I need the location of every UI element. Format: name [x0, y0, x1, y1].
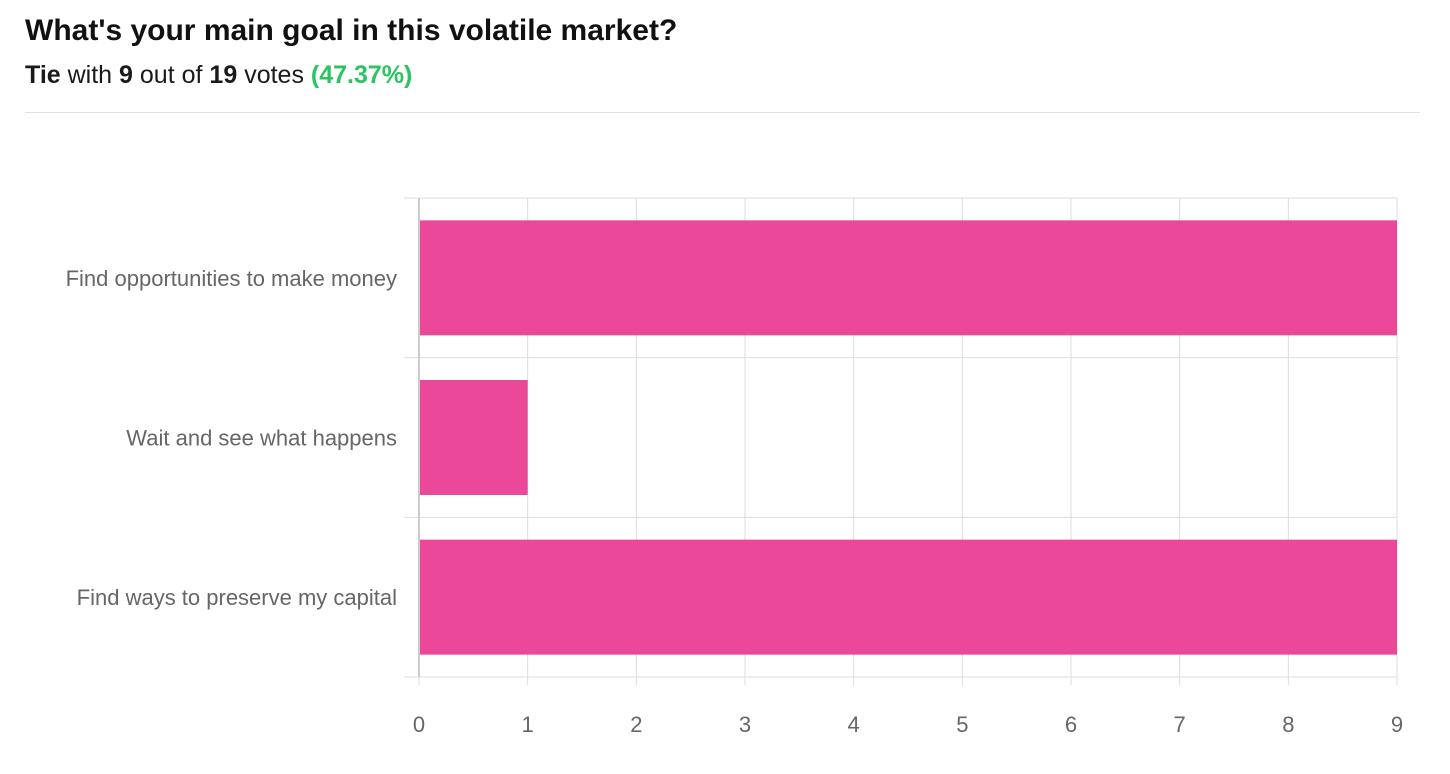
tick-label-0: 0: [413, 712, 425, 737]
tick-label-1: 1: [522, 712, 534, 737]
category-label-1: Find opportunities to make money: [66, 266, 397, 291]
with-word: with: [67, 61, 113, 89]
result-word: Tie: [25, 61, 61, 89]
winning-votes: 9: [119, 61, 133, 89]
tick-label-2: 2: [630, 712, 642, 737]
poll-title: What's your main goal in this volatile m…: [25, 14, 678, 47]
category-label-3: Find ways to preserve my capital: [77, 585, 397, 610]
winning-percent: (47.37%): [310, 61, 413, 89]
bar-3[interactable]: [419, 539, 1397, 655]
poll-result-summary: Tie with 9 out of 19 votes (47.37%): [25, 61, 412, 90]
header-divider: [25, 112, 1420, 113]
bar-2[interactable]: [419, 380, 528, 495]
tick-label-3: 3: [739, 712, 751, 737]
votes-word: votes: [244, 61, 304, 89]
tick-label-4: 4: [848, 712, 860, 737]
category-label-2: Wait and see what happens: [126, 426, 397, 451]
out-of-word: out of: [139, 61, 203, 89]
tick-label-6: 6: [1065, 712, 1077, 737]
bars: [419, 220, 1397, 655]
tick-label-8: 8: [1282, 712, 1294, 737]
tick-label-9: 9: [1391, 712, 1403, 737]
tick-label-7: 7: [1174, 712, 1186, 737]
total-votes: 19: [209, 61, 238, 89]
labels: Find opportunities to make money Wait and…: [66, 266, 1404, 737]
tick-label-5: 5: [956, 712, 968, 737]
bar-1[interactable]: [419, 220, 1397, 336]
